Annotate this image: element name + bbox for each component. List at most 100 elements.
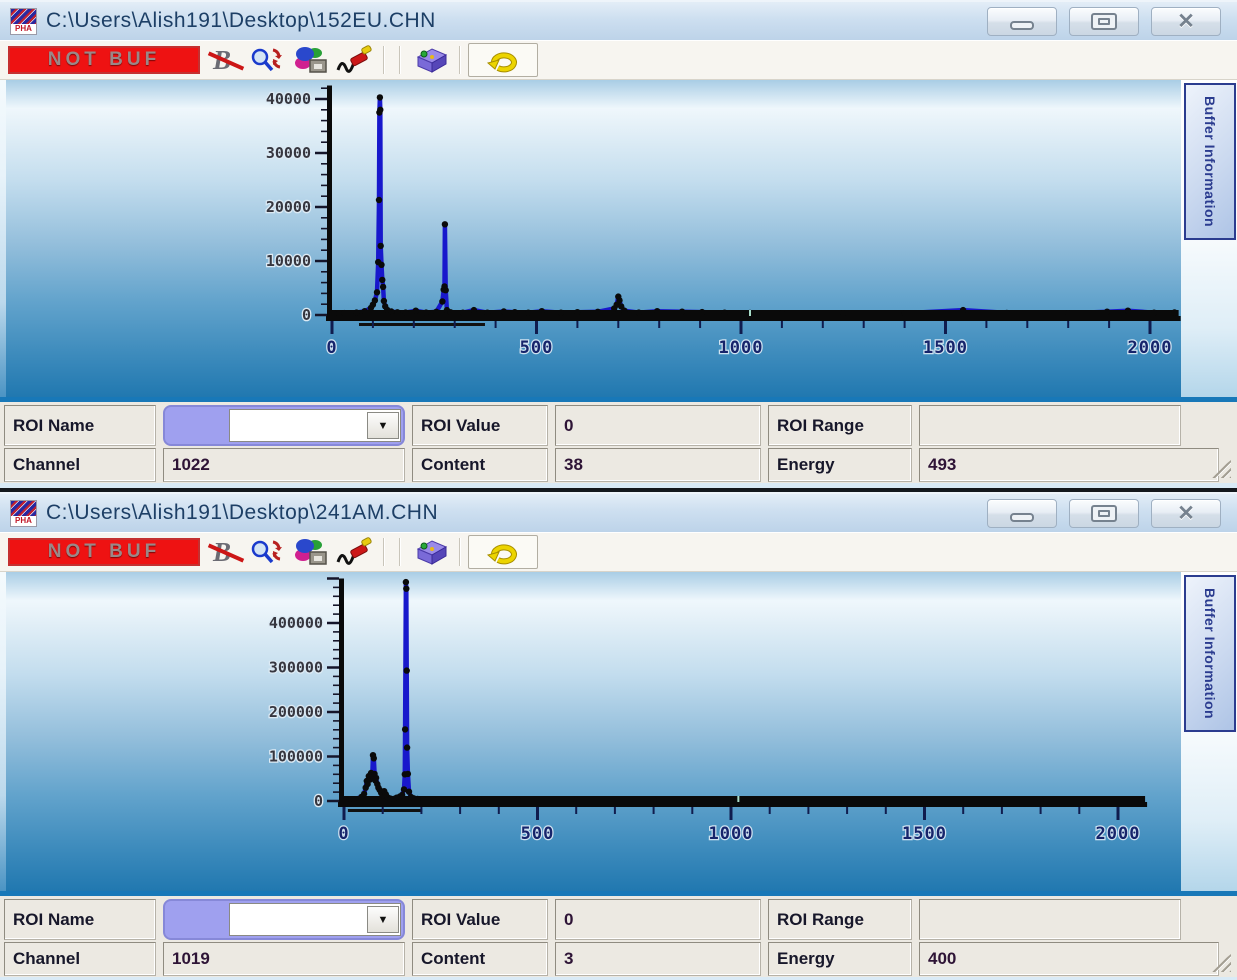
roi-range-label: ROI Range [768,405,912,446]
zoom-refresh-button[interactable] [244,43,288,77]
minimize-icon [1010,20,1034,30]
not-buf-indicator[interactable]: NOT BUF [8,538,200,566]
erase-button[interactable] [332,43,376,77]
content-label: Content [412,942,548,976]
save-colors-button[interactable] [288,43,332,77]
svg-text:100000: 100000 [269,748,323,766]
chart-area: 0 10000 20000 30000 40000 0 500 1000 1500 2000 Bu… [0,80,1237,397]
channel-value: 1019 [163,942,405,976]
refresh-button[interactable] [468,535,538,569]
chart-bottom-bar [0,891,1237,896]
roi-name-combobox[interactable]: ▼ [163,405,405,446]
roi-value: 0 [555,405,761,446]
refresh-button[interactable] [468,43,538,77]
toolbar-separator [399,538,401,566]
content-label: Content [412,448,548,482]
roi-value-label: ROI Value [412,405,548,446]
status-bar: ROI Name ▼ ROI Value 0 ROI Range Channel… [0,402,1237,483]
svg-text:200000: 200000 [269,703,323,721]
minimize-button[interactable] [987,6,1057,36]
window-controls: ✕ [987,498,1227,528]
buffer-toggle-button[interactable]: B [200,535,244,569]
minimize-button[interactable] [987,498,1057,528]
refresh-icon [486,544,517,565]
chart-bottom-bar [0,397,1237,402]
b-slash-icon: B [212,44,231,75]
close-button[interactable]: ✕ [1151,498,1221,528]
svg-text:0: 0 [326,338,337,358]
svg-text:30000: 30000 [266,144,311,162]
titlebar[interactable]: PHA C:\Users\Alish191\Desktop\152EU.CHN … [0,0,1237,40]
svg-text:300000: 300000 [269,659,323,677]
minimize-icon [1010,512,1034,522]
energy-value: 493 [919,448,1219,482]
not-buf-indicator[interactable]: NOT BUF [8,46,200,74]
svg-text:40000: 40000 [266,90,311,108]
toolbar: NOT BUF B [0,532,1237,572]
restore-icon [1091,12,1117,30]
spectrum-plot-241am[interactable]: 0 100000 200000 300000 400000 0 500 1000 1500 200… [6,572,1181,891]
content-value: 38 [555,448,761,482]
zoom-refresh-button[interactable] [244,535,288,569]
svg-text:1500: 1500 [902,824,947,844]
toolbar: NOT BUF B [0,40,1237,80]
window-controls: ✕ [987,6,1227,36]
magnifier-arrows-icon [251,48,282,72]
svg-text:1000: 1000 [709,824,754,844]
svg-text:10000: 10000 [266,252,311,270]
roi-name-field[interactable]: ▼ [229,903,401,936]
mca-device-icon [416,48,448,73]
svg-text:0: 0 [302,306,311,324]
disks-save-icon [295,47,327,73]
roi-name-field[interactable]: ▼ [229,409,401,442]
window-title: C:\Users\Alish191\Desktop\152EU.CHN [46,9,436,32]
roi-range-label: ROI Range [768,899,912,940]
erase-button[interactable] [332,535,376,569]
status-bar: ROI Name ▼ ROI Value 0 ROI Range Channel… [0,896,1237,977]
restore-icon [1091,504,1117,522]
pha-app-icon: PHA [10,7,37,35]
close-icon: ✕ [1177,9,1195,33]
svg-text:0: 0 [338,824,349,844]
buffer-toggle-button[interactable]: B [200,43,244,77]
svg-text:400000: 400000 [269,614,323,632]
magnifier-arrows-icon [251,540,282,564]
energy-value: 400 [919,942,1219,976]
titlebar[interactable]: PHA C:\Users\Alish191\Desktop\241AM.CHN … [0,492,1237,532]
restore-button[interactable] [1069,6,1139,36]
toolbar-separator [459,46,461,74]
b-slash-icon: B [212,536,231,567]
save-colors-button[interactable] [288,535,332,569]
svg-text:2000: 2000 [1128,338,1173,358]
disks-save-icon [295,539,327,565]
roi-name-combobox[interactable]: ▼ [163,899,405,940]
channel-label: Channel [4,448,156,482]
close-button[interactable]: ✕ [1151,6,1221,36]
close-icon: ✕ [1177,501,1195,525]
roi-name-label: ROI Name [4,899,156,940]
combobox-dropdown-arrow[interactable]: ▼ [367,412,399,439]
mca-device-button[interactable] [408,43,452,77]
roi-name-label: ROI Name [4,405,156,446]
channel-label: Channel [4,942,156,976]
refresh-icon [486,52,517,73]
buffer-information-tab[interactable]: Buffer Information [1184,83,1236,240]
mca-device-button[interactable] [408,535,452,569]
spectrum-window-152eu: PHA C:\Users\Alish191\Desktop\152EU.CHN … [0,0,1237,488]
toolbar-separator [383,538,385,566]
combobox-dropdown-arrow[interactable]: ▼ [367,906,399,933]
window-title: C:\Users\Alish191\Desktop\241AM.CHN [46,501,439,524]
roi-range-value [919,899,1181,940]
svg-text:20000: 20000 [266,198,311,216]
eraser-pen-icon [336,537,372,565]
roi-value: 0 [555,899,761,940]
content-value: 3 [555,942,761,976]
spectrum-plot-152eu[interactable]: 0 10000 20000 30000 40000 0 500 1000 1500 2000 [6,80,1181,397]
pha-app-icon: PHA [10,499,37,527]
buffer-information-tab[interactable]: Buffer Information [1184,575,1236,732]
energy-label: Energy [768,448,912,482]
window-separator [0,488,1237,492]
restore-button[interactable] [1069,498,1139,528]
spectrum-window-241am: PHA C:\Users\Alish191\Desktop\241AM.CHN … [0,492,1237,980]
